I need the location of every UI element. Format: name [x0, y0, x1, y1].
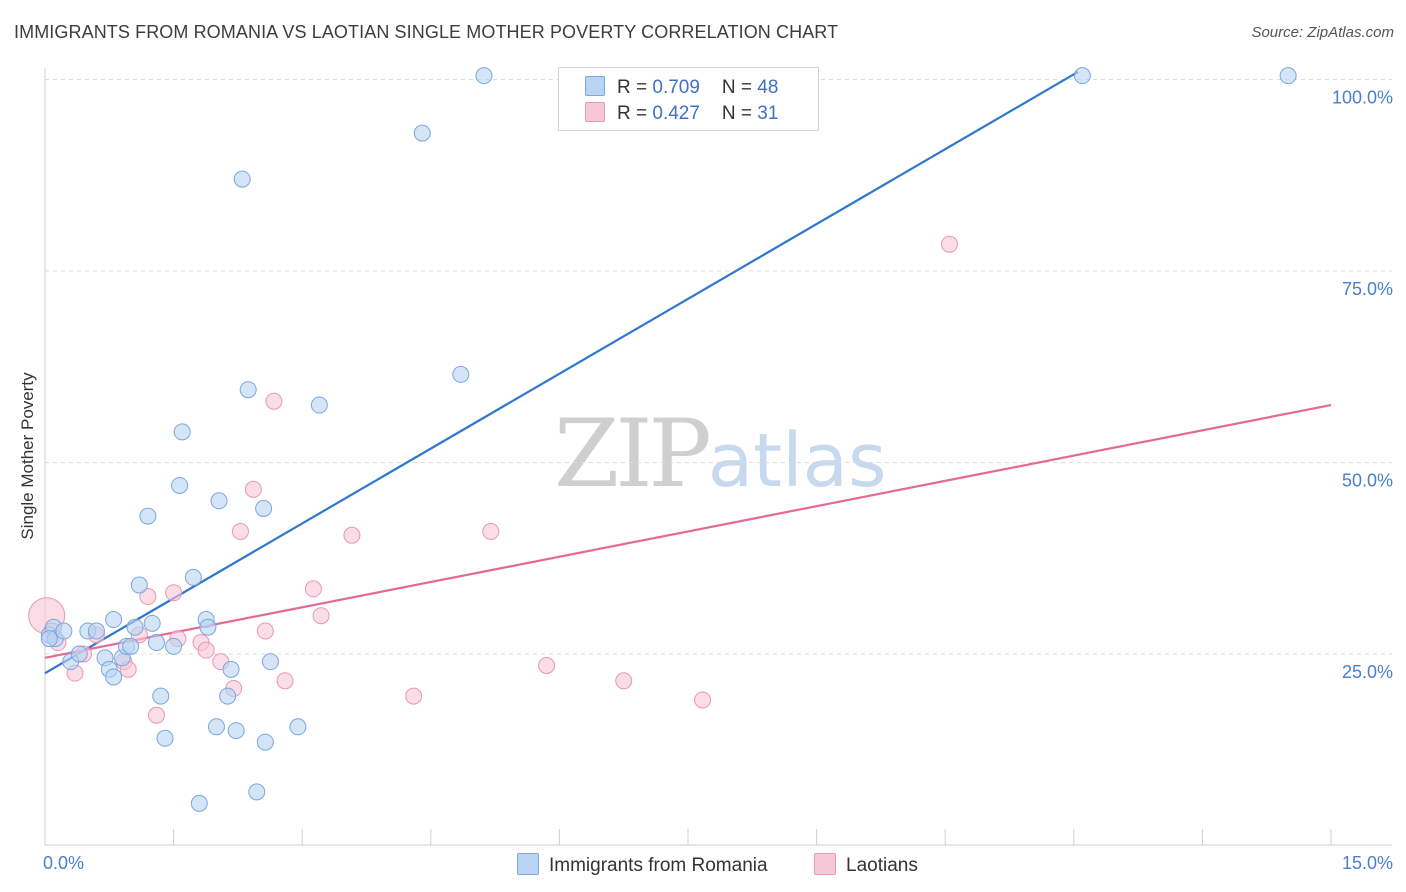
romania-point: [248, 783, 266, 801]
romania-point: [130, 576, 148, 594]
romania-trend-line: [44, 70, 1079, 675]
laotian-point: [694, 691, 712, 709]
correlation-legend: R = 0.709 N = 48 R = 0.427 N = 31: [558, 67, 819, 131]
romania-point: [233, 170, 251, 188]
romania-point: [210, 492, 228, 510]
romania-point: [222, 660, 240, 678]
romania-point: [289, 718, 307, 736]
tick-labels: 25.0% 50.0% 75.0% 100.0% 0.0% 15.0%: [43, 88, 1393, 874]
romania-point: [207, 718, 225, 736]
romania-point: [40, 630, 58, 648]
romania-point: [184, 568, 202, 586]
laotian-point: [405, 687, 423, 705]
trend-lines: [44, 70, 1332, 675]
laotian-point: [256, 622, 274, 640]
romania-point: [173, 423, 191, 441]
y-axis-title: Single Mother Poverty: [18, 372, 37, 540]
romania-point: [105, 611, 123, 629]
romania-point: [70, 645, 88, 663]
romania-point: [227, 722, 245, 740]
romania-point: [452, 365, 470, 383]
romania-point: [413, 124, 431, 142]
romania-point: [126, 618, 144, 636]
romania-point: [156, 729, 174, 747]
romania-point: [256, 733, 274, 751]
y-tick-label: 25.0%: [1342, 662, 1393, 682]
laotian-point: [147, 706, 165, 724]
bottom-legend-swatch-blue: [517, 853, 539, 875]
laotian-point: [304, 580, 322, 598]
romania-point: [239, 381, 257, 399]
legend-swatch-blue: [585, 76, 605, 96]
legend-row-romania: R = 0.709 N = 48: [585, 76, 778, 100]
romania-point: [190, 794, 208, 812]
legend-r-value: 0.709: [652, 77, 700, 98]
legend-swatch-pink: [585, 102, 605, 122]
laotian-point: [312, 607, 330, 625]
source-label: Source: ZipAtlas.com: [1251, 24, 1394, 41]
laotian-point: [940, 235, 958, 253]
y-tick-label: 75.0%: [1342, 279, 1393, 299]
romania-point: [1279, 67, 1297, 85]
romania-point: [55, 622, 73, 640]
bottom-legend-label: Laotians: [846, 855, 918, 876]
y-tick-label: 50.0%: [1342, 471, 1393, 491]
romania-point: [147, 634, 165, 652]
romania-point: [105, 668, 123, 686]
bottom-legend-label: Immigrants from Romania: [549, 855, 768, 876]
laotian-point: [343, 526, 361, 544]
x-tick-label: 15.0%: [1342, 853, 1393, 873]
laotian-point: [615, 672, 633, 690]
romania-point: [122, 637, 140, 655]
legend-row-laotians: R = 0.427 N = 31: [585, 102, 778, 126]
legend-r-label: R =: [617, 103, 653, 124]
laotian-point: [244, 480, 262, 498]
gridlines: [45, 79, 1392, 655]
data-points: [28, 67, 1297, 812]
y-tick-label: 100.0%: [1332, 88, 1393, 108]
romania-point: [152, 687, 170, 705]
romania-point: [87, 622, 105, 640]
laotian-point: [139, 588, 157, 606]
romania-point: [171, 476, 189, 494]
laotian-point: [276, 672, 294, 690]
watermark: ZIPatlas: [554, 400, 887, 509]
watermark-zip: ZIP: [554, 400, 712, 509]
x-tick-label: 0.0%: [43, 853, 84, 873]
legend-r-label: R =: [617, 77, 653, 98]
laotian-trend-line: [44, 403, 1332, 659]
romania-point: [310, 396, 328, 414]
laotian-point: [265, 392, 283, 410]
romania-point: [261, 653, 279, 671]
romania-point: [1073, 67, 1091, 85]
romania-point: [475, 67, 493, 85]
legend-n-value: 31: [757, 103, 779, 124]
romania-point: [143, 614, 161, 632]
watermark-atlas: atlas: [707, 418, 887, 504]
bottom-legend-swatch-pink: [814, 853, 836, 875]
legend-n-label: N =: [721, 77, 758, 98]
romania-point: [255, 499, 273, 517]
legend-r-value: 0.427: [652, 103, 700, 124]
legend-n-value: 48: [757, 77, 779, 98]
bottom-legend-laotians: Laotians: [814, 853, 918, 877]
laotian-point: [165, 584, 183, 602]
romania-point: [139, 507, 157, 525]
laotian-point: [197, 641, 215, 659]
laotian-point: [231, 522, 249, 540]
axes: [44, 68, 1392, 846]
romania-point: [199, 618, 217, 636]
bottom-legend-romania: Immigrants from Romania: [517, 853, 768, 877]
laotian-point: [482, 522, 500, 540]
laotian-point: [538, 656, 556, 674]
romania-point: [165, 637, 183, 655]
legend-n-label: N =: [721, 103, 758, 124]
chart-title: IMMIGRANTS FROM ROMANIA VS LAOTIAN SINGL…: [14, 22, 839, 42]
romania-point: [219, 687, 237, 705]
